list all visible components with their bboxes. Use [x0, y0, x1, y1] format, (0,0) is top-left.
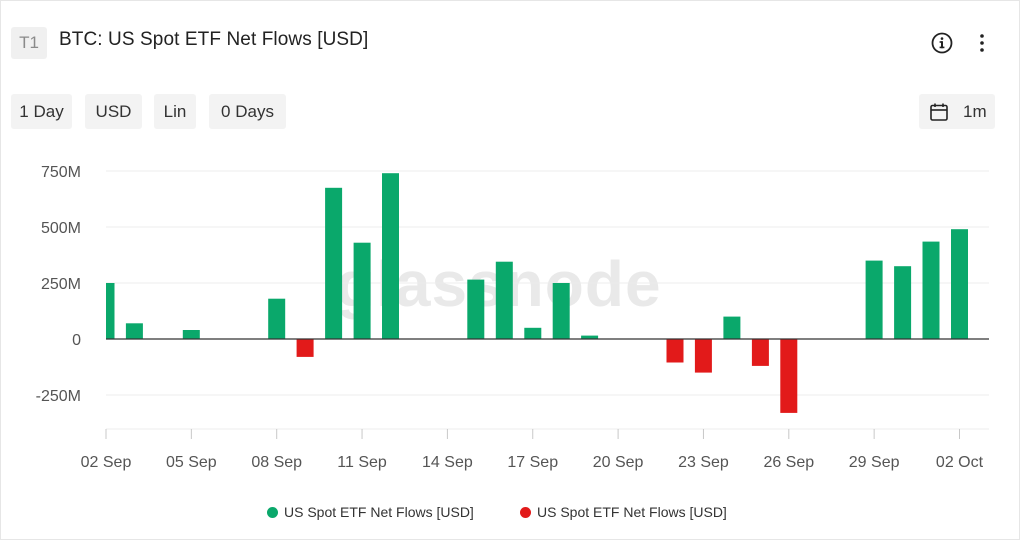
x-tick-label: 17 Sep: [507, 454, 558, 471]
bar-26-sep[interactable]: [780, 339, 798, 413]
bar-02-oct[interactable]: [951, 229, 968, 339]
bar-09-sep[interactable]: [296, 339, 314, 357]
bar-22-sep[interactable]: [666, 339, 684, 363]
tier-badge: T1: [11, 27, 47, 59]
legend-item-negative[interactable]: US Spot ETF Net Flows [USD]: [520, 504, 727, 520]
x-tick-label: 14 Sep: [422, 454, 473, 471]
bar-02-sep[interactable]: [106, 283, 115, 339]
resolution-button[interactable]: 1 Day: [11, 94, 72, 129]
x-tick-label: 08 Sep: [251, 454, 302, 471]
bar-24-sep[interactable]: [723, 316, 741, 339]
bar-25-sep[interactable]: [751, 339, 769, 366]
axes: 750M 500M 250M 0 -250M 02 Sep 05 Sep 08 Sep 11 S…: [36, 164, 989, 471]
y-tick-label: 250M: [41, 276, 81, 293]
legend-item-positive[interactable]: US Spot ETF Net Flows [USD]: [267, 504, 474, 520]
bar-16-sep[interactable]: [495, 261, 513, 339]
grid-lines: [106, 170, 989, 430]
x-tick-label: 11 Sep: [337, 454, 387, 471]
date-range-button[interactable]: 1m: [919, 94, 995, 129]
bar-23-sep[interactable]: [694, 339, 712, 373]
calendar-icon: [930, 103, 948, 121]
bars: [106, 173, 968, 413]
x-tick-label: 05 Sep: [166, 454, 217, 471]
bar-17-sep[interactable]: [524, 327, 542, 339]
bar-12-sep[interactable]: [382, 173, 399, 339]
x-tick-label: 23 Sep: [678, 454, 729, 471]
moving-average-button[interactable]: 0 Days: [209, 94, 286, 129]
bar-18-sep[interactable]: [552, 283, 570, 339]
bar-19-sep[interactable]: [581, 335, 599, 339]
chart-header: T1 BTC: US Spot ETF Net Flows [USD]: [1, 1, 1019, 85]
bar-10-sep[interactable]: [325, 187, 343, 339]
legend-label-negative: US Spot ETF Net Flows [USD]: [537, 504, 727, 520]
bar-01-oct[interactable]: [922, 241, 940, 339]
x-tick-label: 26 Sep: [763, 454, 814, 471]
y-tick-label: -250M: [36, 388, 81, 405]
y-tick-label: 750M: [41, 164, 81, 181]
x-tick-label: 02 Sep: [81, 454, 132, 471]
bar-15-sep[interactable]: [467, 279, 485, 339]
date-range-label: 1m: [963, 102, 987, 121]
y-tick-label: 500M: [41, 220, 81, 237]
legend-dot-negative: [520, 507, 531, 518]
legend-label-positive: US Spot ETF Net Flows [USD]: [284, 504, 474, 520]
y-tick-label: 0: [72, 332, 81, 349]
x-tick-label: 29 Sep: [849, 454, 900, 471]
x-tick-label: 02 Oct: [936, 454, 984, 471]
more-vertical-icon[interactable]: [975, 31, 989, 55]
bar-29-sep[interactable]: [865, 260, 883, 339]
legend-dot-positive: [267, 507, 278, 518]
bar-11-sep[interactable]: [353, 242, 371, 339]
legend: US Spot ETF Net Flows [USD] US Spot ETF …: [1, 504, 1019, 524]
bar-30-sep[interactable]: [894, 266, 912, 339]
currency-button[interactable]: USD: [85, 94, 142, 129]
bar-03-sep[interactable]: [125, 323, 143, 339]
info-icon[interactable]: [930, 31, 954, 55]
bar-08-sep[interactable]: [268, 298, 286, 339]
bar-05-sep[interactable]: [182, 330, 200, 339]
x-tick-label: 20 Sep: [593, 454, 644, 471]
chart-title: BTC: US Spot ETF Net Flows [USD]: [59, 29, 369, 50]
scale-button[interactable]: Lin: [154, 94, 196, 129]
